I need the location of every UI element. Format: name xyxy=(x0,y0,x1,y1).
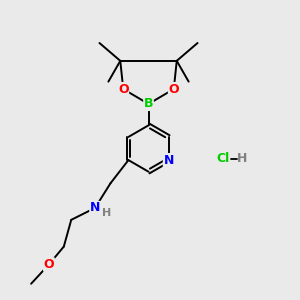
Text: N: N xyxy=(164,154,174,166)
Text: O: O xyxy=(44,258,54,271)
Text: Cl: Cl xyxy=(216,152,230,165)
Text: O: O xyxy=(169,82,179,96)
Text: H: H xyxy=(237,152,247,165)
Text: O: O xyxy=(118,82,129,96)
Text: H: H xyxy=(102,208,111,218)
Text: B: B xyxy=(144,98,153,110)
Text: N: N xyxy=(90,202,100,214)
